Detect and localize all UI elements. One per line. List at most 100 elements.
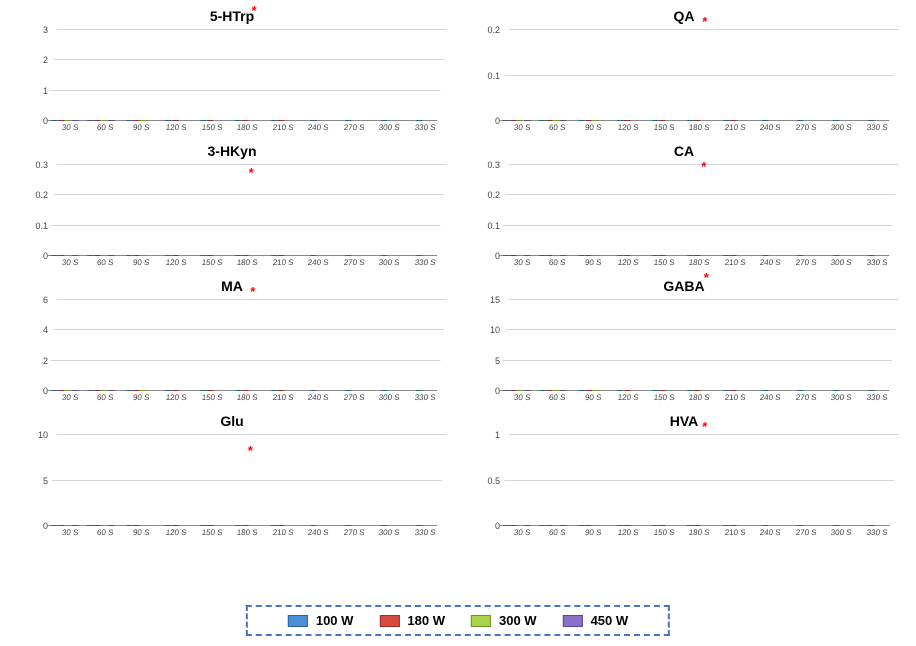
bar [140,120,146,121]
bar-group [189,255,225,256]
bar-group [331,390,367,391]
gridline [504,480,894,481]
bar [652,255,658,256]
x-tick-label: 150 S [193,123,230,141]
x-tick-label: 240 S [299,258,336,276]
bar-group [260,390,296,391]
x-tick-label: 150 S [193,393,230,411]
bar [133,255,139,256]
y-tick-label: 1 [43,86,48,96]
plot-area: * [47,435,447,526]
x-tick-label: 240 S [299,123,336,141]
bar-group [224,120,260,121]
bar-group [783,525,819,526]
y-axis: 051015 [468,300,502,391]
bar [51,255,57,256]
bar [165,390,171,391]
bar [833,390,839,391]
bar [723,255,729,256]
plot-area: * [47,165,447,256]
bar [87,390,93,391]
bar [200,255,206,256]
y-axis: 0123 [16,30,50,121]
bar-group [606,120,642,121]
y-tick-label: 0.3 [35,160,48,170]
x-tick-label: 330 S [858,528,895,546]
bar [243,255,249,256]
x-tick-label: 300 S [370,393,407,411]
panel-title: CA [674,143,694,159]
bar [730,390,736,391]
bar-group [295,255,331,256]
bar-group [818,120,854,121]
bar [695,525,701,526]
x-tick-label: 150 S [645,393,682,411]
significance-star-icon: * [249,284,256,299]
y-axis: 00.51 [468,435,502,526]
bar-group [154,120,190,121]
bar [126,390,132,391]
y-tick-label: 1 [495,430,500,440]
x-tick-label: 240 S [299,528,336,546]
bar [416,120,422,121]
bar [51,525,57,526]
bar [172,525,178,526]
bar-group [83,255,119,256]
bar [126,525,132,526]
x-tick-label: 60 S [539,123,576,141]
bar [87,525,93,526]
bar-group [712,120,748,121]
bar [868,255,874,256]
y-tick-label: 10 [38,430,48,440]
legend-label: 100 W [316,613,354,628]
x-tick-label: 210 S [716,393,753,411]
bar [592,120,598,121]
bar-group [641,390,677,391]
bar [87,255,93,256]
bar [723,525,729,526]
x-tick-label: 270 S [787,528,824,546]
bar-group [535,390,571,391]
bar-group [366,525,402,526]
bar [592,390,598,391]
bar [165,120,171,121]
y-tick-label: 0.2 [487,25,500,35]
bar [165,525,171,526]
y-tick-label: 5 [495,356,500,366]
bar [730,120,736,121]
bar [524,255,530,256]
bar [310,255,316,256]
bar [617,255,623,256]
x-tick-label: 30 S [503,393,540,411]
bar [72,255,78,256]
bar [510,255,516,256]
bar-group [295,390,331,391]
bar-group [606,255,642,256]
bar [624,525,630,526]
bar [868,390,874,391]
bar [243,390,249,391]
bar-group [331,255,367,256]
bar [553,525,559,526]
bar [659,120,665,121]
bar [560,525,566,526]
x-tick-label: 210 S [716,528,753,546]
bar [58,120,64,121]
bar-group [83,390,119,391]
x-tick-label: 120 S [157,528,194,546]
bar-group [260,525,296,526]
bar [278,255,284,256]
y-axis: 00.10.20.3 [468,165,502,256]
gridline [509,29,899,30]
plot-area: * [47,300,447,391]
bar [868,120,874,121]
gridline [506,329,896,330]
bar-group [260,120,296,121]
x-axis: 30 S60 S90 S120 S150 S180 S210 S240 S270… [504,258,894,276]
bar [723,390,729,391]
bar [546,390,552,391]
bar [108,525,114,526]
bar [592,525,598,526]
bar-group [676,255,712,256]
bar-group [366,120,402,121]
